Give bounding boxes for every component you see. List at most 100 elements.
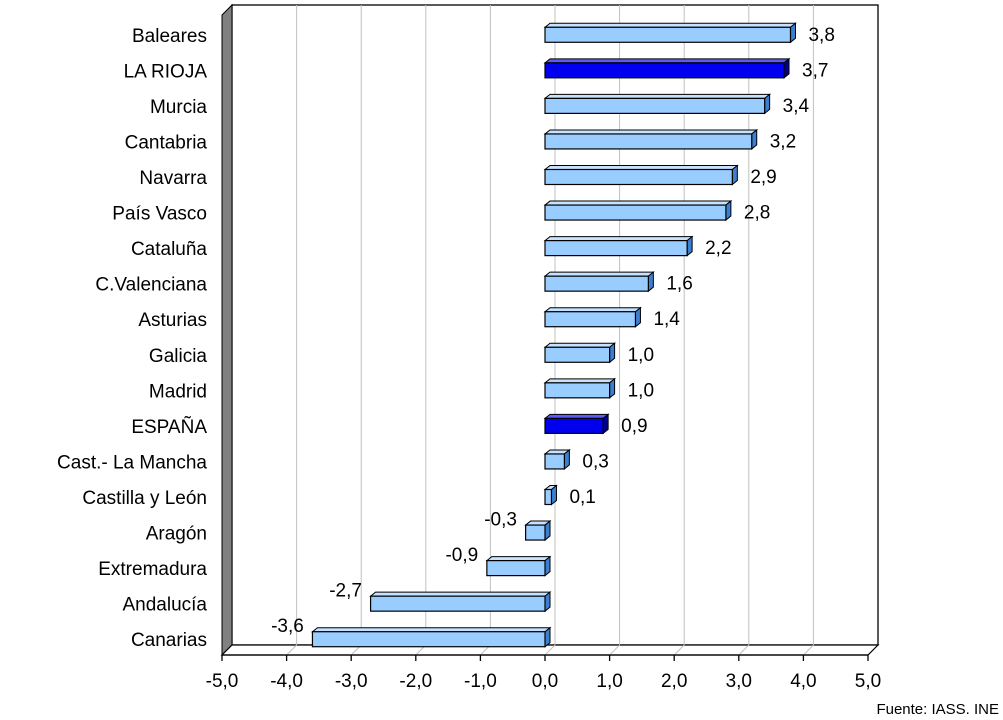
- bar: [543, 22, 797, 44]
- bar-top: [543, 342, 617, 348]
- x-tick-label: -5,0: [206, 671, 239, 692]
- bar-front: [311, 631, 546, 648]
- bar: [524, 520, 552, 542]
- category-label: ESPAÑA: [131, 416, 207, 438]
- bar-top: [543, 129, 759, 135]
- bar: [543, 93, 772, 115]
- category-label: Baleares: [132, 26, 207, 47]
- category-label: Cataluña: [131, 239, 207, 260]
- bar-side: [544, 555, 551, 577]
- x-tick-label: 0,0: [532, 671, 558, 692]
- category-label: Asturias: [138, 310, 207, 331]
- x-tick-label: 2,0: [661, 671, 687, 692]
- bar-top: [543, 378, 617, 384]
- bar-side: [544, 626, 551, 648]
- bar-top: [543, 307, 642, 313]
- bar-front: [544, 311, 637, 328]
- bar-side: [686, 235, 693, 257]
- bar: [543, 377, 617, 399]
- x-tick-label: -3,0: [335, 671, 368, 692]
- category-label: C.Valenciana: [95, 275, 207, 296]
- bar-side: [751, 128, 758, 150]
- bar-front: [544, 488, 553, 506]
- bar: [543, 235, 694, 257]
- bar-side: [609, 377, 616, 399]
- category-label: Canarias: [131, 630, 207, 651]
- category-label: Andalucía: [122, 595, 207, 616]
- bar-side: [731, 164, 738, 186]
- bar: [543, 271, 655, 293]
- category-label: Castilla y León: [82, 488, 207, 509]
- data-label: 1,6: [666, 274, 692, 295]
- bar: [311, 626, 552, 648]
- floor-gridline: [286, 644, 297, 656]
- data-label: 1,0: [628, 345, 654, 366]
- bar-side: [764, 93, 771, 115]
- bar: [543, 484, 558, 506]
- bar-front: [486, 560, 546, 577]
- floor-gridline: [609, 644, 620, 656]
- x-tick-label: 1,0: [596, 671, 622, 692]
- bar-side: [634, 306, 641, 328]
- bar-front: [544, 346, 611, 363]
- bar-side: [647, 271, 654, 293]
- category-label: Galicia: [149, 346, 208, 367]
- bar-side: [544, 520, 551, 542]
- bar-front: [544, 26, 792, 43]
- bar-top: [543, 165, 739, 170]
- bar: [543, 200, 733, 222]
- bar: [543, 342, 617, 364]
- data-label: -0,9: [445, 545, 478, 566]
- data-label: 0,1: [569, 487, 595, 508]
- x-axis: -5,0 -4,0 -3,0 -2,0 -1,0 0,0 1,0 2,0 3,0 4,0 5,0: [206, 654, 881, 692]
- bar-front: [544, 133, 753, 150]
- category-label: Cast.- La Mancha: [57, 452, 207, 473]
- bar-side: [602, 413, 609, 435]
- bar-front: [544, 168, 733, 186]
- data-label: 3,7: [802, 60, 828, 81]
- bar-front: [544, 275, 649, 292]
- bar: [485, 555, 552, 577]
- data-label: 1,0: [628, 380, 654, 401]
- bar-front: [544, 62, 785, 79]
- bar-front: [544, 204, 727, 221]
- floor-gridline: [803, 644, 814, 656]
- category-label: Navarra: [139, 168, 207, 189]
- bar-front: [544, 417, 604, 434]
- floor-gridline: [544, 644, 556, 656]
- x-tick-label: 3,0: [726, 671, 752, 692]
- category-label: Murcia: [150, 97, 207, 118]
- x-tick-label: 4,0: [790, 671, 816, 692]
- bar-front: [525, 524, 546, 541]
- bar: [543, 164, 739, 186]
- data-label: 2,2: [705, 238, 731, 259]
- data-labels: 3,8 3,7 3,4 3,2 2,9 2,8 2,2 1,6 1,4 1,0 1,0 0,9 0,3 0…: [271, 25, 835, 637]
- data-label: 0,9: [621, 416, 647, 437]
- bar: [543, 57, 791, 79]
- bar-side: [789, 22, 796, 44]
- data-label: 1,4: [653, 309, 680, 330]
- data-label: 0,3: [582, 451, 608, 472]
- bar: [543, 306, 642, 328]
- data-label: 2,9: [750, 167, 776, 188]
- bar: [543, 128, 759, 150]
- bar-front: [369, 595, 546, 612]
- bar-side: [783, 57, 790, 79]
- bar-front: [544, 240, 688, 257]
- data-label: -3,6: [271, 616, 304, 637]
- bar-top: [543, 271, 655, 277]
- bar-side: [544, 591, 551, 613]
- data-label: 2,8: [744, 203, 770, 224]
- bar-front: [544, 453, 565, 470]
- bar: [369, 591, 552, 613]
- x-tick-label: 5,0: [855, 671, 881, 692]
- data-label: 3,4: [783, 96, 810, 117]
- bar-top: [543, 236, 694, 242]
- bars: [311, 22, 797, 648]
- data-label: 3,2: [770, 131, 796, 152]
- data-label: 3,8: [808, 25, 834, 46]
- side-wall: [221, 3, 233, 657]
- bar-side: [725, 200, 732, 222]
- category-labels: Baleares LA RIOJA Murcia Cantabria Navarra Pa…: [57, 26, 207, 651]
